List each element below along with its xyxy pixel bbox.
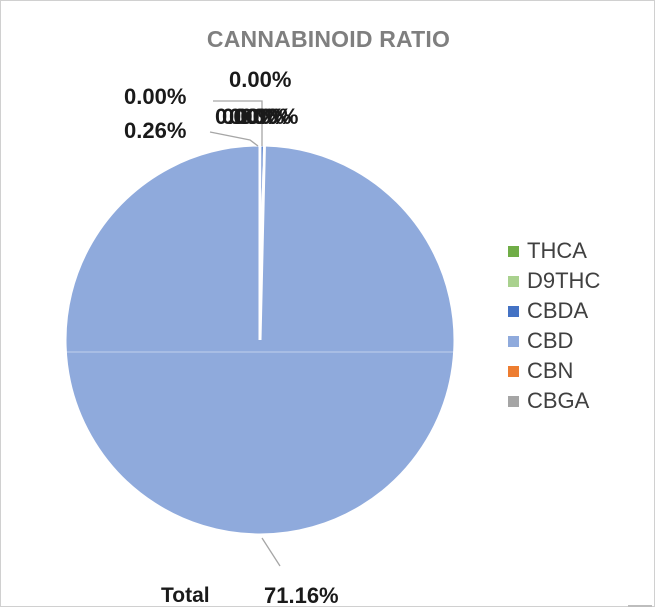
legend-swatch [508,365,519,377]
leader-line-1 [213,100,263,146]
legend-label: CBDA [527,298,589,323]
legend-item-cbda: CBDA [508,296,600,326]
legend-label: THCA [527,238,587,263]
legend: THCA D9THC CBDA CBD CBN CBGA [508,236,600,416]
legend-swatch [508,335,519,347]
legend-item-thca: THCA [508,236,600,266]
legend-item-cbd: CBD [508,326,600,356]
data-label-cbga: 0.00% [222,104,284,129]
legend-label: CBD [527,328,574,353]
legend-swatch [508,395,519,407]
divider [628,605,652,607]
pie-slice-cbd [63,143,457,537]
data-label-cbd: 71.16% [264,583,339,608]
legend-item-d9thc: D9THC [508,266,600,296]
legend-swatch [508,305,519,317]
legend-label: CBGA [527,388,590,413]
leader-line-3 [261,537,281,567]
legend-item-cbga: CBGA [508,386,600,416]
legend-label: D9THC [527,268,601,293]
chart-title: CANNABINOID RATIO [206,26,451,52]
legend-swatch [508,275,519,287]
legend-label: CBN [527,358,574,383]
data-label-cbn: 0.00% [215,104,277,129]
legend-item-cbn: CBN [508,356,600,386]
legend-swatch [508,245,519,257]
leader-line-2 [209,131,259,147]
total-label: Total [161,584,210,607]
data-label-d9thc: 0.00% [229,67,291,92]
data-label-extra-1: 0.00% [229,104,291,129]
data-label-extra-2: 0.00% [236,104,298,129]
data-label-thca: 0.00% [124,84,186,109]
data-label-cbda: 0.26% [124,118,186,143]
